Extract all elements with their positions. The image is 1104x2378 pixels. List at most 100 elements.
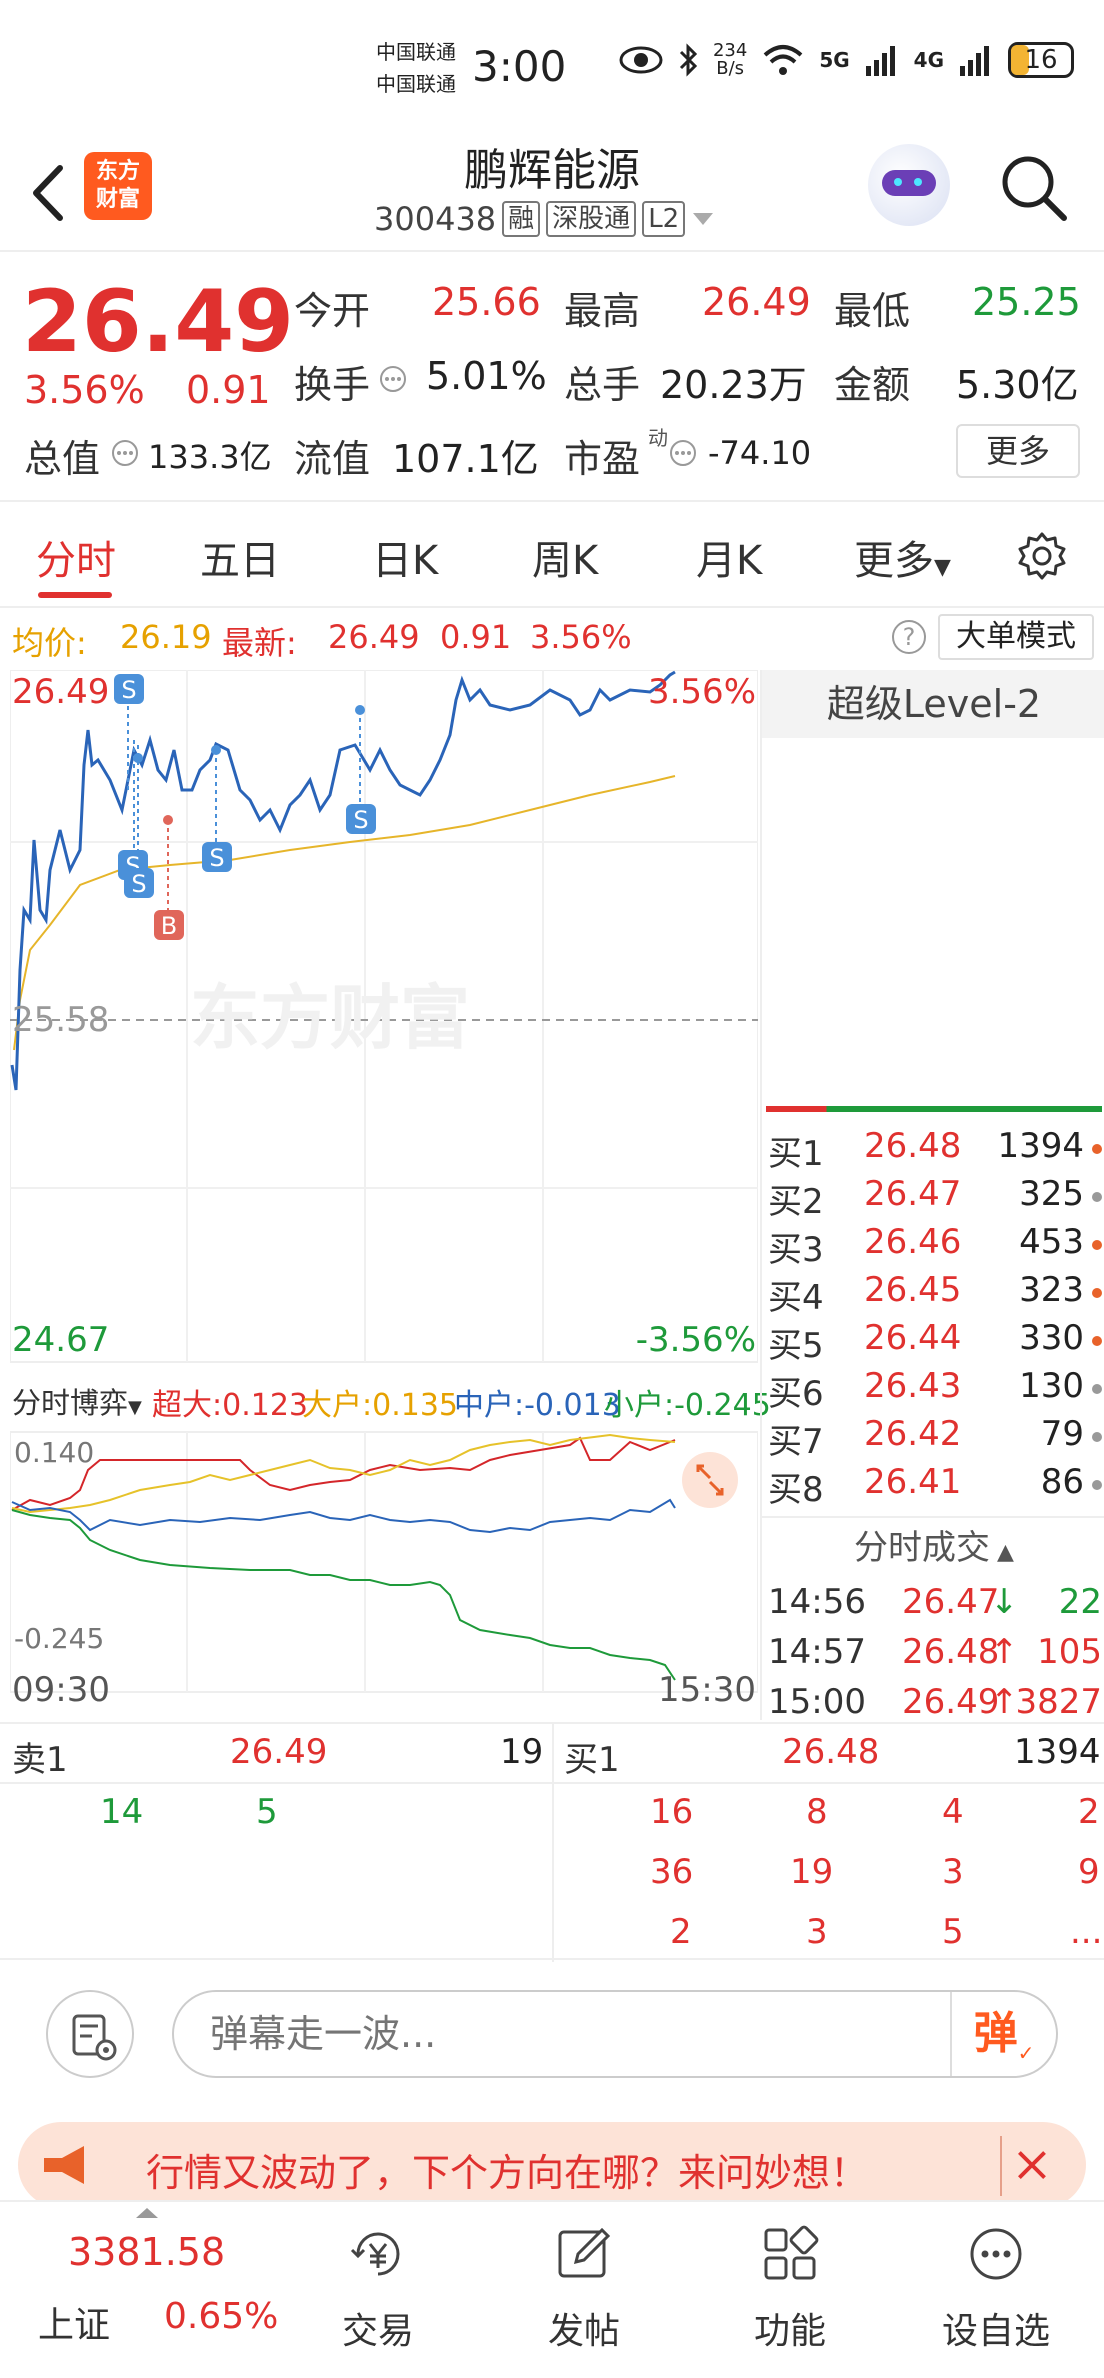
- ticks-title[interactable]: 分时成交 ▲: [762, 1518, 1104, 1578]
- queue-buy-order: 2: [1078, 1792, 1100, 1832]
- tab-daily-k[interactable]: 日K: [372, 538, 439, 584]
- network-2: 4G: [913, 48, 944, 72]
- bid-level-volume: 86: [1040, 1462, 1084, 1502]
- level2-title[interactable]: 超级Level-2: [762, 670, 1104, 738]
- tick-direction-icon: ↓: [990, 1582, 1019, 1622]
- bid-level-label: 买4: [768, 1278, 824, 1318]
- bid-level-row[interactable]: 买6 26.43 130: [762, 1366, 1104, 1414]
- barrage-settings-icon[interactable]: [46, 1990, 134, 2078]
- bid-level-row[interactable]: 买5 26.44 330: [762, 1318, 1104, 1366]
- ask-level-row[interactable]: 卖3 26.51 97: [762, 952, 1104, 1000]
- dropdown-caret-icon: ▼: [128, 1397, 142, 1418]
- ask-level-row[interactable]: 卖1 26.49 19: [762, 1048, 1104, 1096]
- flow-mid-value: -0.013: [524, 1388, 621, 1423]
- eastmoney-logo[interactable]: 东方 财富: [84, 152, 152, 220]
- more-dots-icon: [970, 2228, 1022, 2280]
- tab-intraday[interactable]: 分时: [36, 538, 116, 584]
- bluetooth-icon: [679, 43, 698, 77]
- eye-icon: [619, 46, 663, 74]
- flow-legend: 分时博弈▼ 超大:0.123 大户:0.135 中户:-0.013 小户:-0.…: [10, 1370, 771, 1426]
- info-icon[interactable]: [668, 438, 698, 468]
- expand-icon[interactable]: [682, 1452, 738, 1508]
- bid-level-row[interactable]: 买8 26.41 86: [762, 1462, 1104, 1510]
- bid-level-label: 买5: [768, 1326, 824, 1366]
- open-value: 25.66: [432, 280, 541, 324]
- avg-label: 均价:: [12, 624, 87, 662]
- bid-level-row[interactable]: 买2 26.47 325: [762, 1174, 1104, 1222]
- amount-label: 金额: [834, 363, 911, 407]
- barrage-send-button[interactable]: 弹✓: [950, 1992, 1056, 2076]
- tab-weekly-k[interactable]: 周K: [532, 538, 599, 584]
- queue-more[interactable]: ...: [1070, 1912, 1103, 1952]
- bid-level-row[interactable]: 买1 26.48 1394: [762, 1126, 1104, 1174]
- tab-monthly-k[interactable]: 月K: [696, 538, 763, 584]
- carrier-1: 中国联通: [376, 40, 456, 64]
- nav-post[interactable]: 发帖: [484, 2202, 684, 2378]
- queue-buy-vol: 1394: [1014, 1732, 1101, 1772]
- turnover-label: 换手: [294, 363, 371, 407]
- bid-level-label: 买7: [768, 1422, 824, 1462]
- check-badge-icon: ✓: [1017, 2041, 1035, 2065]
- signal-icon-2: [960, 46, 989, 76]
- tab-more[interactable]: 更多▼: [854, 528, 951, 586]
- tick-time: 14:56: [768, 1582, 866, 1622]
- ask-level-row[interactable]: 卖6 26.54 56: [762, 808, 1104, 856]
- bid-level-price: 26.43: [864, 1366, 962, 1406]
- ask-level-label: 卖1: [768, 1056, 824, 1096]
- order-dot: [1092, 1480, 1102, 1490]
- info-icon[interactable]: [110, 438, 140, 468]
- help-icon[interactable]: ?: [892, 620, 926, 654]
- more-button[interactable]: 更多: [956, 424, 1080, 478]
- bid-level-volume: 130: [1019, 1366, 1084, 1406]
- tick-volume: 3827: [1015, 1682, 1102, 1722]
- turnover-value: 5.01%: [426, 354, 547, 398]
- buy-marker-label: B: [161, 912, 177, 940]
- index-pct: 0.65%: [164, 2296, 279, 2337]
- bid-level-row[interactable]: 买7 26.42 79: [762, 1414, 1104, 1462]
- gear-icon[interactable]: [1016, 530, 1068, 582]
- search-icon[interactable]: [998, 152, 1070, 224]
- ask-level-row[interactable]: 卖4 26.52 109: [762, 904, 1104, 952]
- info-icon[interactable]: [378, 364, 408, 394]
- order-dot: [1092, 778, 1102, 788]
- back-arrow-icon[interactable]: [24, 158, 74, 228]
- net-speed-value: 234: [712, 40, 748, 61]
- pe-superscript: 动: [648, 426, 668, 450]
- index-widget[interactable]: 3381.58 上证 0.65%: [20, 2202, 280, 2378]
- chevron-down-icon[interactable]: [691, 211, 715, 227]
- tick-time: 15:00: [768, 1682, 866, 1722]
- barrage-bar: 弹✓: [0, 1960, 1104, 2100]
- volume-label: 总手: [564, 363, 641, 407]
- stock-code-row[interactable]: 300438 融 深股通 L2: [374, 200, 715, 238]
- flow-big-label: 大户:: [302, 1388, 373, 1423]
- ask-level-price: 26.51: [864, 952, 962, 992]
- bid-level-row[interactable]: 买3 26.46 453: [762, 1222, 1104, 1270]
- promo-banner[interactable]: 行情又波动了，下个方向在哪？来问妙想！: [18, 2122, 1086, 2208]
- ask-level-price: 26.50: [864, 1000, 962, 1040]
- tab-five-day[interactable]: 五日: [200, 538, 280, 584]
- nav-functions[interactable]: 功能: [690, 2202, 890, 2378]
- flow-big-value: 0.135: [372, 1388, 458, 1423]
- nav-watchlist[interactable]: 设自选: [896, 2202, 1096, 2378]
- ask-level-row[interactable]: 卖7 26.55 365: [762, 760, 1104, 808]
- ask-level-label: 卖7: [768, 768, 824, 808]
- ask-level-row[interactable]: 卖2 26.50 2325: [762, 1000, 1104, 1048]
- price-info-line: 均价: 26.19 最新: 26.49 0.91 3.56% ? 大单模式: [0, 608, 1104, 664]
- barrage-input[interactable]: [172, 1990, 1058, 2078]
- index-name: 上证: [38, 2305, 111, 2346]
- tick-direction-icon: ↑: [990, 1632, 1019, 1672]
- nav-trade[interactable]: 交易: [278, 2202, 478, 2378]
- queue-buy-order: 5: [942, 1912, 964, 1952]
- bid-level-row[interactable]: 买4 26.45 323: [762, 1270, 1104, 1318]
- flow-selector[interactable]: 分时博弈▼: [12, 1380, 142, 1422]
- amount-value: 5.30亿: [956, 363, 1079, 407]
- ai-assistant-robot-icon[interactable]: [868, 144, 950, 226]
- tag-connect: 深股通: [546, 201, 637, 237]
- order-dot: [1092, 1018, 1102, 1028]
- ask-level-row[interactable]: 卖5 26.53 62: [762, 856, 1104, 904]
- intraday-chart[interactable]: S S S B S S 东方财富 26.49 3.56% 25.58 24.67…: [9, 669, 771, 1720]
- big-order-mode-button[interactable]: 大单模式: [938, 614, 1094, 660]
- order-dot: [1092, 1066, 1102, 1076]
- sell-marker-label: S: [131, 870, 146, 898]
- close-icon[interactable]: [1000, 2136, 1060, 2196]
